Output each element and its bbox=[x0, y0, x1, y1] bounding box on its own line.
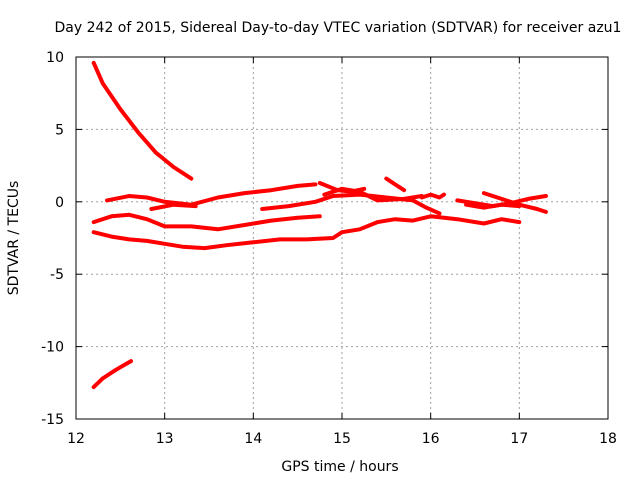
grid-layer bbox=[76, 57, 608, 419]
series-line-s3 bbox=[105, 182, 318, 207]
series-line-s11 bbox=[419, 192, 446, 200]
series-line-s1 bbox=[91, 60, 194, 181]
tick-layer: 12 13 14 15 16 17 18 -15 -10 -5 0 5 10 bbox=[41, 50, 617, 447]
y-tick-label: -5 bbox=[50, 267, 64, 283]
series-line-s14 bbox=[464, 202, 522, 210]
plot-frame bbox=[75, 56, 609, 420]
chart-title: Day 242 of 2015, Sidereal Day-to-day VTE… bbox=[55, 20, 622, 36]
x-axis-label: GPS time / hours bbox=[281, 459, 398, 475]
series-line-s5 bbox=[91, 214, 522, 251]
y-tick-label: 5 bbox=[55, 122, 64, 138]
y-axis-label: SDTVAR / TECUs bbox=[6, 181, 22, 296]
y-tick-label: 0 bbox=[55, 195, 64, 211]
y-tick-label: -10 bbox=[41, 340, 64, 356]
series-line-s10 bbox=[384, 176, 407, 193]
y-tick-label: 10 bbox=[46, 50, 64, 66]
y-tick-label: -15 bbox=[41, 412, 64, 428]
x-tick-label: 15 bbox=[333, 431, 351, 447]
x-tick-label: 17 bbox=[510, 431, 528, 447]
series-line-s7 bbox=[260, 192, 442, 216]
x-tick-label: 13 bbox=[156, 431, 174, 447]
series-line-s6 bbox=[149, 202, 198, 211]
x-tick-label: 14 bbox=[244, 431, 262, 447]
series-line-s4 bbox=[91, 212, 322, 232]
series-line-s9 bbox=[317, 181, 367, 194]
x-tick-label: 16 bbox=[422, 431, 440, 447]
series-layer bbox=[91, 60, 548, 390]
x-tick-label: 12 bbox=[67, 431, 85, 447]
series-line-s2 bbox=[91, 359, 133, 390]
x-tick-label: 18 bbox=[599, 431, 617, 447]
